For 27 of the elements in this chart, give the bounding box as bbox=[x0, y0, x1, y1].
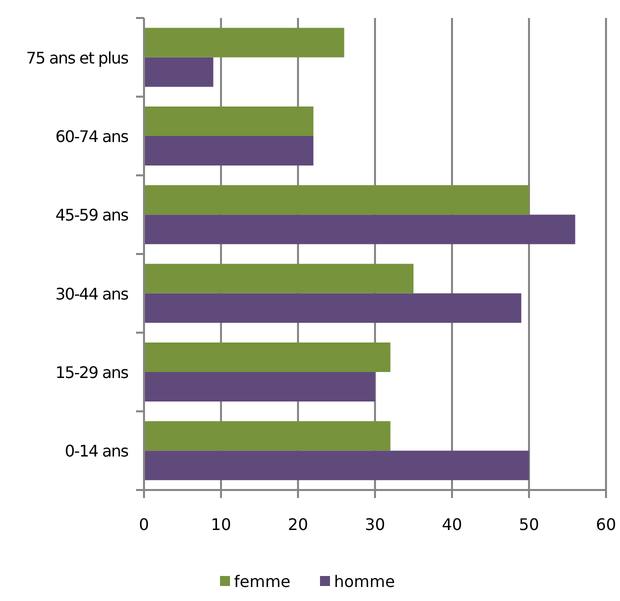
bar bbox=[144, 372, 375, 402]
y-tick-label: 45-59 ans bbox=[55, 206, 128, 225]
bar bbox=[144, 136, 314, 166]
y-tick-label: 15-29 ans bbox=[55, 363, 128, 382]
x-tick-label: 20 bbox=[288, 515, 308, 534]
y-tick-label: 75 ans et plus bbox=[26, 48, 128, 68]
y-tick-label: 60-74 ans bbox=[55, 127, 128, 146]
bar bbox=[144, 28, 344, 58]
x-tick-label: 40 bbox=[442, 515, 462, 534]
bar bbox=[144, 264, 414, 294]
bar bbox=[144, 450, 529, 480]
legend-label: femme bbox=[234, 572, 290, 591]
bar bbox=[144, 293, 522, 323]
bar bbox=[144, 421, 390, 451]
bar bbox=[144, 57, 214, 87]
x-tick-label: 10 bbox=[210, 515, 232, 534]
y-tick-label: 0-14 ans bbox=[64, 442, 128, 461]
bar bbox=[144, 106, 314, 136]
x-tick-label: 50 bbox=[518, 515, 540, 534]
x-tick-label: 60 bbox=[596, 515, 616, 534]
bar bbox=[144, 214, 576, 244]
bar bbox=[144, 342, 390, 372]
bar bbox=[144, 185, 529, 215]
x-tick-label: 30 bbox=[364, 515, 386, 534]
x-tick-label: 0 bbox=[138, 515, 150, 534]
y-tick-label: 30-44 ans bbox=[55, 284, 128, 304]
legend-label: homme bbox=[334, 572, 395, 591]
